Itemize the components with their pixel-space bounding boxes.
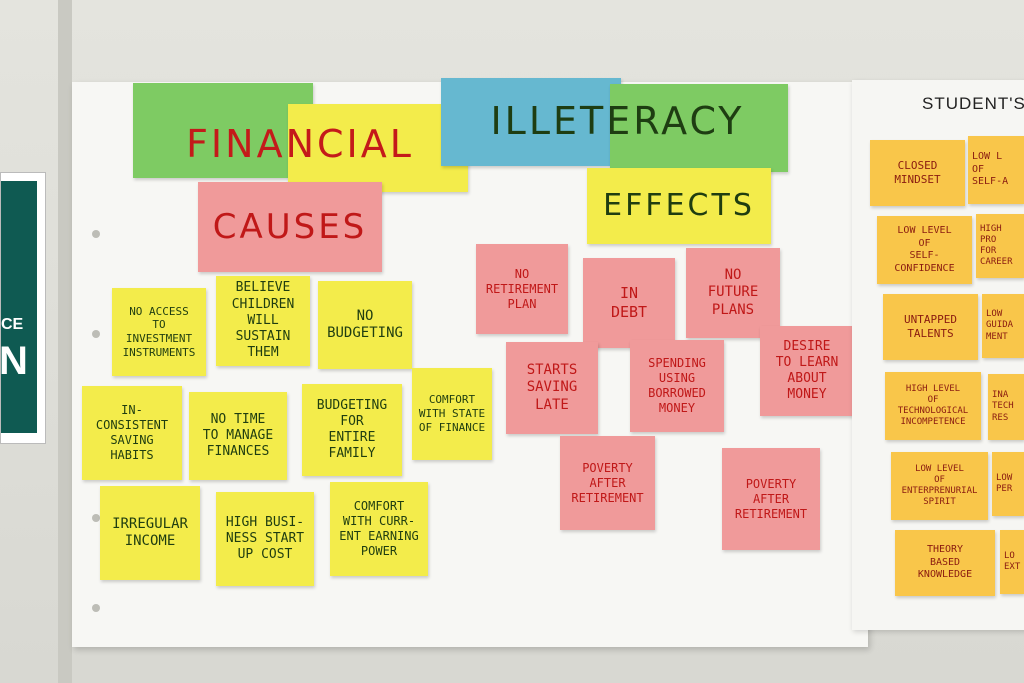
- student-note-partial: HIGH PRO FOR CAREER: [976, 214, 1024, 278]
- poster-text-1: CE: [1, 316, 24, 333]
- cause-note: COMFORT WITH STATE OF FINANCE: [412, 368, 492, 460]
- student-note-partial: LOW GUIDA MENT: [982, 294, 1024, 358]
- wall-frame: [58, 0, 72, 683]
- punch-hole: [92, 230, 100, 238]
- poster-text-2: N: [0, 339, 28, 383]
- heading-bg-green: [133, 83, 313, 178]
- student-note: THEORY BASED KNOWLEDGE: [895, 530, 995, 596]
- punch-hole: [92, 514, 100, 522]
- effect-note: POVERTY AFTER RETIREMENT: [722, 448, 820, 550]
- heading-bg-green-2: [610, 84, 788, 172]
- cause-note: NO TIME TO MANAGE FINANCES: [189, 392, 287, 480]
- left-poster: CE N: [0, 172, 46, 444]
- student-note: UNTAPPED TALENTS: [883, 294, 978, 360]
- cause-note: IRREGULAR INCOME: [100, 486, 200, 580]
- effect-note: POVERTY AFTER RETIREMENT: [560, 436, 655, 530]
- cause-note: HIGH BUSI- NESS START UP COST: [216, 492, 314, 586]
- student-note: LOW LEVEL OF ENTERPRENURIAL SPIRIT: [891, 452, 988, 520]
- heading-bg-yellow: [288, 104, 468, 192]
- heading-bg-blue: [441, 78, 621, 166]
- right-board-title: STUDENT'S: [922, 94, 1024, 113]
- cause-note: BUDGETING FOR ENTIRE FAMILY: [302, 384, 402, 476]
- student-note-partial: INA TECH RES: [988, 374, 1024, 440]
- student-note-partial: LOW PER: [992, 452, 1024, 516]
- poster-panel: CE N: [0, 181, 37, 433]
- effect-note: IN DEBT: [583, 258, 675, 348]
- heading-financial: FINANCIAL: [186, 122, 414, 167]
- student-note-partial: LOW L OF SELF-A: [968, 136, 1024, 204]
- student-note: CLOSED MINDSET: [870, 140, 965, 206]
- effect-note: SPENDING USING BORROWED MONEY: [630, 340, 724, 432]
- student-note-partial: LO EXT: [1000, 530, 1024, 594]
- cause-note: NO ACCESS TO INVESTMENT INSTRUMENTS: [112, 288, 206, 376]
- heading-illiteracy: ILLETERACY: [490, 99, 745, 144]
- cause-note: BELIEVE CHILDREN WILL SUSTAIN THEM: [216, 276, 310, 366]
- heading-causes: CAUSES: [198, 182, 382, 272]
- cause-note: NO BUDGETING: [318, 281, 412, 369]
- student-note: LOW LEVEL OF SELF-CONFIDENCE: [877, 216, 972, 284]
- effect-note: NO FUTURE PLANS: [686, 248, 780, 338]
- effect-note: DESIRE TO LEARN ABOUT MONEY: [760, 326, 854, 416]
- punch-hole: [92, 330, 100, 338]
- cause-note: IN- CONSISTENT SAVING HABITS: [82, 386, 182, 480]
- heading-effects: EFFECTS: [587, 168, 771, 244]
- student-note: HIGH LEVEL OF TECHNOLOGICAL INCOMPETENCE: [885, 372, 981, 440]
- punch-hole: [92, 604, 100, 612]
- cause-note: COMFORT WITH CURR- ENT EARNING POWER: [330, 482, 428, 576]
- effect-note: STARTS SAVING LATE: [506, 342, 598, 434]
- effect-note: NO RETIREMENT PLAN: [476, 244, 568, 334]
